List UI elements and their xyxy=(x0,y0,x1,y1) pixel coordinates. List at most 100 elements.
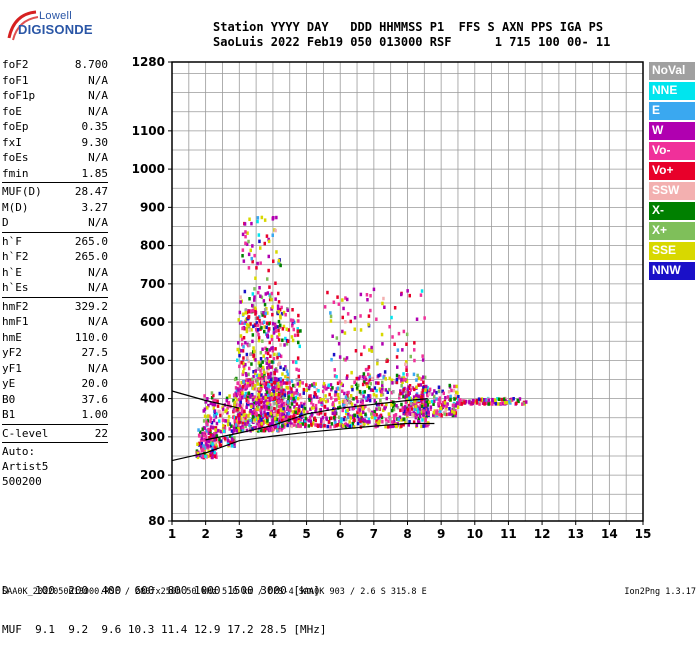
param-row: h`F2 265.0 xyxy=(2,249,108,265)
echo-point xyxy=(247,372,250,377)
echo-point xyxy=(270,396,274,400)
echo-point xyxy=(253,253,256,258)
echo-point xyxy=(453,411,456,415)
echo-point xyxy=(346,396,350,401)
param-key: hmF1 xyxy=(2,315,29,328)
echo-point xyxy=(512,397,515,401)
param-separator xyxy=(2,296,108,298)
echo-point xyxy=(352,397,355,401)
echo-point xyxy=(386,425,390,429)
echo-point xyxy=(393,403,396,407)
echo-point xyxy=(406,289,409,293)
echo-point xyxy=(280,418,284,423)
echo-point xyxy=(277,291,280,296)
echo-point xyxy=(295,377,298,382)
echo-point xyxy=(233,409,236,413)
echo-point xyxy=(293,399,296,404)
echo-point xyxy=(296,333,300,337)
echo-point xyxy=(454,404,457,408)
echo-point xyxy=(278,308,282,312)
echo-point xyxy=(258,315,261,319)
echo-point xyxy=(227,402,230,406)
echo-point xyxy=(437,385,441,389)
echo-point xyxy=(480,398,484,403)
echo-point xyxy=(214,428,217,432)
echo-point xyxy=(522,401,525,406)
echo-point xyxy=(377,381,380,385)
echo-point xyxy=(240,361,243,365)
echo-point xyxy=(398,415,402,420)
echo-point xyxy=(413,341,416,345)
echo-point xyxy=(270,291,274,296)
echo-point xyxy=(283,343,286,347)
echo-point xyxy=(453,384,456,389)
echo-point xyxy=(241,388,244,393)
echo-point xyxy=(266,414,269,418)
echo-point xyxy=(328,392,331,397)
echo-point xyxy=(421,388,425,393)
echo-point xyxy=(329,425,332,429)
echo-point xyxy=(256,323,260,328)
echo-point xyxy=(451,407,454,412)
echo-point xyxy=(214,443,218,448)
param-row: h`F 265.0 xyxy=(2,234,108,250)
echo-point xyxy=(351,421,354,426)
echo-point xyxy=(274,414,278,418)
echo-point xyxy=(395,377,399,382)
echo-point xyxy=(515,401,518,406)
muf-distance-row: D 100 200 400 600 800 1000 1500 3000 [km… xyxy=(2,584,320,597)
echo-point xyxy=(416,373,419,378)
echo-point xyxy=(264,311,267,316)
echo-point xyxy=(293,405,296,409)
echo-point xyxy=(214,446,217,450)
echo-point xyxy=(199,445,203,449)
echo-point xyxy=(279,379,282,384)
echo-point xyxy=(258,373,261,377)
echo-point xyxy=(247,359,250,364)
echo-point xyxy=(322,398,325,402)
echo-point xyxy=(244,385,248,389)
echo-point xyxy=(337,302,341,306)
echo-point xyxy=(320,417,323,422)
echo-point xyxy=(207,427,210,432)
echo-point xyxy=(404,362,407,366)
echo-point xyxy=(268,379,272,384)
echo-point xyxy=(241,372,244,377)
echo-point xyxy=(242,361,245,366)
echo-point xyxy=(266,411,270,416)
echo-point xyxy=(252,370,255,374)
echo-point xyxy=(266,311,269,315)
echo-point xyxy=(277,338,281,342)
echo-point xyxy=(384,418,388,422)
echo-point xyxy=(282,388,285,392)
echo-point xyxy=(282,324,286,329)
echo-point xyxy=(285,342,289,346)
echo-point xyxy=(298,344,301,349)
echo-point xyxy=(267,375,270,379)
echo-point xyxy=(424,403,427,407)
echo-point xyxy=(233,377,237,382)
echo-point xyxy=(330,387,333,392)
echo-point xyxy=(475,398,478,403)
echo-point xyxy=(435,390,438,395)
param-separator xyxy=(2,442,108,443)
echo-point xyxy=(374,424,377,429)
echo-point xyxy=(356,410,359,415)
echo-point xyxy=(257,338,261,343)
echo-point xyxy=(269,354,272,358)
echo-point xyxy=(268,348,271,352)
echo-point xyxy=(361,375,365,379)
echo-point xyxy=(426,393,429,398)
echo-point xyxy=(447,390,451,394)
echo-point xyxy=(308,398,311,402)
echo-point xyxy=(309,407,312,411)
echo-point xyxy=(237,318,240,322)
echo-point xyxy=(418,407,422,411)
echo-point xyxy=(245,414,249,418)
echo-point xyxy=(295,367,298,372)
echo-point xyxy=(414,415,418,420)
echo-point xyxy=(310,401,313,405)
echo-point xyxy=(279,377,283,381)
echo-point xyxy=(276,325,279,329)
echo-point xyxy=(504,398,507,403)
